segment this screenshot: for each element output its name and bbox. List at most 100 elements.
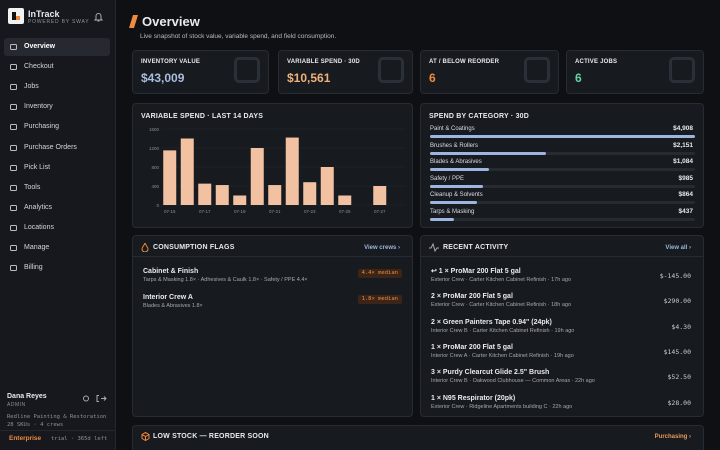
- category-amount: $437: [678, 208, 693, 215]
- category-bar: [430, 151, 547, 155]
- link[interactable]: Purchasing ›: [654, 434, 691, 440]
- activity-detail: Exterior Crew · Carter Kitchen Cabinet R…: [431, 277, 572, 283]
- bell-icon[interactable]: [94, 12, 103, 22]
- x-tick-label: 07-15: [164, 209, 176, 214]
- nav-item[interactable]: Locations: [24, 223, 54, 231]
- nav-icon: [10, 164, 17, 171]
- link[interactable]: View all ›: [665, 245, 691, 251]
- nav-item[interactable]: Purchase Orders: [24, 143, 77, 151]
- divider: [421, 256, 703, 257]
- flag-name: Cabinet & Finish: [143, 268, 199, 275]
- kpi-icon: [669, 57, 695, 83]
- flame-icon: [141, 243, 149, 252]
- kpi-card: INVENTORY VALUE $43,009: [132, 50, 269, 94]
- company-meta: 28 SKUs · 4 crews: [7, 422, 64, 428]
- nav-item[interactable]: Overview: [24, 43, 56, 50]
- flags-card: CONSUMPTION FLAGS View crews › Cabinet &…: [132, 235, 413, 417]
- user-actions[interactable]: [82, 394, 108, 403]
- nav-icon: [10, 144, 17, 151]
- x-tick-label: 07-23: [304, 209, 316, 214]
- pulse-icon: [429, 243, 439, 252]
- nav-item[interactable]: Billing: [24, 264, 43, 272]
- nav-item[interactable]: Purchasing: [24, 123, 60, 131]
- nav-item[interactable]: Pick List: [24, 163, 51, 171]
- card-title: CONSUMPTION FLAGS: [153, 244, 235, 251]
- category-amount: $985: [678, 174, 693, 182]
- nav-item[interactable]: Manage: [24, 244, 50, 251]
- activity-card: RECENT ACTIVITY View all › ↩ 1 × ProMar …: [420, 235, 704, 417]
- y-tick-label: 400: [151, 184, 159, 189]
- nav-icon: [10, 84, 17, 91]
- category-bar: [430, 201, 477, 205]
- nav-item[interactable]: Analytics: [24, 203, 53, 211]
- divider: [0, 430, 116, 431]
- nav-icon: [10, 265, 17, 272]
- kpi-label: INVENTORY VALUE: [141, 59, 201, 65]
- category-bar: [430, 168, 489, 172]
- category-name: Brushes & Rollers: [430, 142, 479, 149]
- bar: [198, 183, 212, 205]
- kpi-label: AT / BELOW REORDER: [429, 59, 500, 65]
- activity-amount: $52.50: [667, 373, 691, 382]
- card-title: VARIABLE SPEND · LAST 14 DAYS: [141, 113, 264, 120]
- y-tick-label: 800: [151, 165, 159, 170]
- category-bar: [430, 218, 454, 221]
- nav-active-bg: [4, 38, 110, 56]
- category-bar: [430, 135, 695, 138]
- page-title: Overview: [142, 14, 200, 29]
- card-title: RECENT ACTIVITY: [443, 244, 509, 251]
- page-subtitle: Live snapshot of stock value, variable s…: [140, 33, 337, 40]
- activity-title: ↩ 1 × ProMar 200 Flat 5 gal: [431, 268, 521, 275]
- category-name: Cleanup & Solvents: [430, 192, 483, 199]
- flag-name: Interior Crew A: [143, 294, 193, 301]
- card-title: LOW STOCK — REORDER SOON: [153, 433, 269, 440]
- kpi-card: AT / BELOW REORDER 6: [420, 50, 559, 94]
- category-name: Safety / PPE: [430, 175, 465, 182]
- kpi-label: VARIABLE SPEND · 30D: [287, 59, 360, 65]
- kpi-label: ACTIVE JOBS: [575, 59, 618, 65]
- activity-detail: Exterior Crew · Carter Kitchen Cabinet R…: [431, 302, 572, 309]
- x-tick-label: 07-21: [269, 209, 281, 214]
- nav-icon: [10, 44, 17, 50]
- bar: [320, 167, 334, 205]
- activity-detail: Interior Crew A · Carter Kitchen Cabinet…: [431, 352, 574, 359]
- nav-item[interactable]: Tools: [24, 183, 41, 191]
- bar: [303, 182, 317, 205]
- kpi-card: ACTIVE JOBS 6: [566, 50, 704, 94]
- category-name: Paint & Coatings: [430, 126, 475, 132]
- activity-title: 2 × Green Painters Tape 0.94" (24pk): [431, 318, 552, 326]
- category-track: [430, 184, 695, 188]
- activity-amount: $290.00: [663, 297, 691, 306]
- low-stock-card: LOW STOCK — REORDER SOON Purchasing ›: [132, 425, 704, 450]
- category-amount: $1,084: [673, 158, 693, 166]
- category-amount: $4,908: [673, 125, 693, 132]
- nav-item[interactable]: Checkout: [24, 63, 54, 71]
- flag-badge: 1.8× median: [357, 295, 402, 304]
- activity-detail: Interior Crew B · Carter Kitchen Cabinet…: [431, 327, 575, 334]
- brand: InTrack: [28, 9, 60, 19]
- category-track: [430, 201, 695, 205]
- trial: trial · 365d left: [51, 436, 108, 442]
- kpi-icon: [524, 57, 550, 83]
- title-mark: [129, 15, 138, 28]
- flag-detail: Tarps & Masking 1.8× · Adhesives & Caulk…: [143, 277, 308, 283]
- activity-title: 1 × ProMar 200 Flat 5 gal: [431, 343, 513, 351]
- y-tick-label: 1600: [149, 127, 160, 132]
- box-icon: [141, 432, 150, 441]
- activity-amount: $28.00: [667, 398, 691, 407]
- nav-item[interactable]: Jobs: [24, 83, 39, 91]
- card-title: SPEND BY CATEGORY · 30D: [429, 113, 530, 120]
- x-tick-label: 07-17: [199, 209, 211, 214]
- category-bar: [430, 184, 484, 188]
- activity-amount: $145.00: [663, 347, 691, 356]
- kpi-value: 6: [575, 71, 582, 85]
- nav-icon: [10, 184, 17, 191]
- spend-chart-card: VARIABLE SPEND · LAST 14 DAYS 0 400 800 120…: [132, 103, 413, 228]
- nav-icon: [10, 204, 17, 211]
- link[interactable]: View crews ›: [364, 245, 400, 251]
- activity-detail: Interior Crew B · Oakwood Clubhouse — Co…: [431, 378, 595, 385]
- bar: [233, 195, 247, 205]
- nav-item[interactable]: Inventory: [24, 103, 53, 111]
- user-role: ADMIN: [7, 402, 26, 408]
